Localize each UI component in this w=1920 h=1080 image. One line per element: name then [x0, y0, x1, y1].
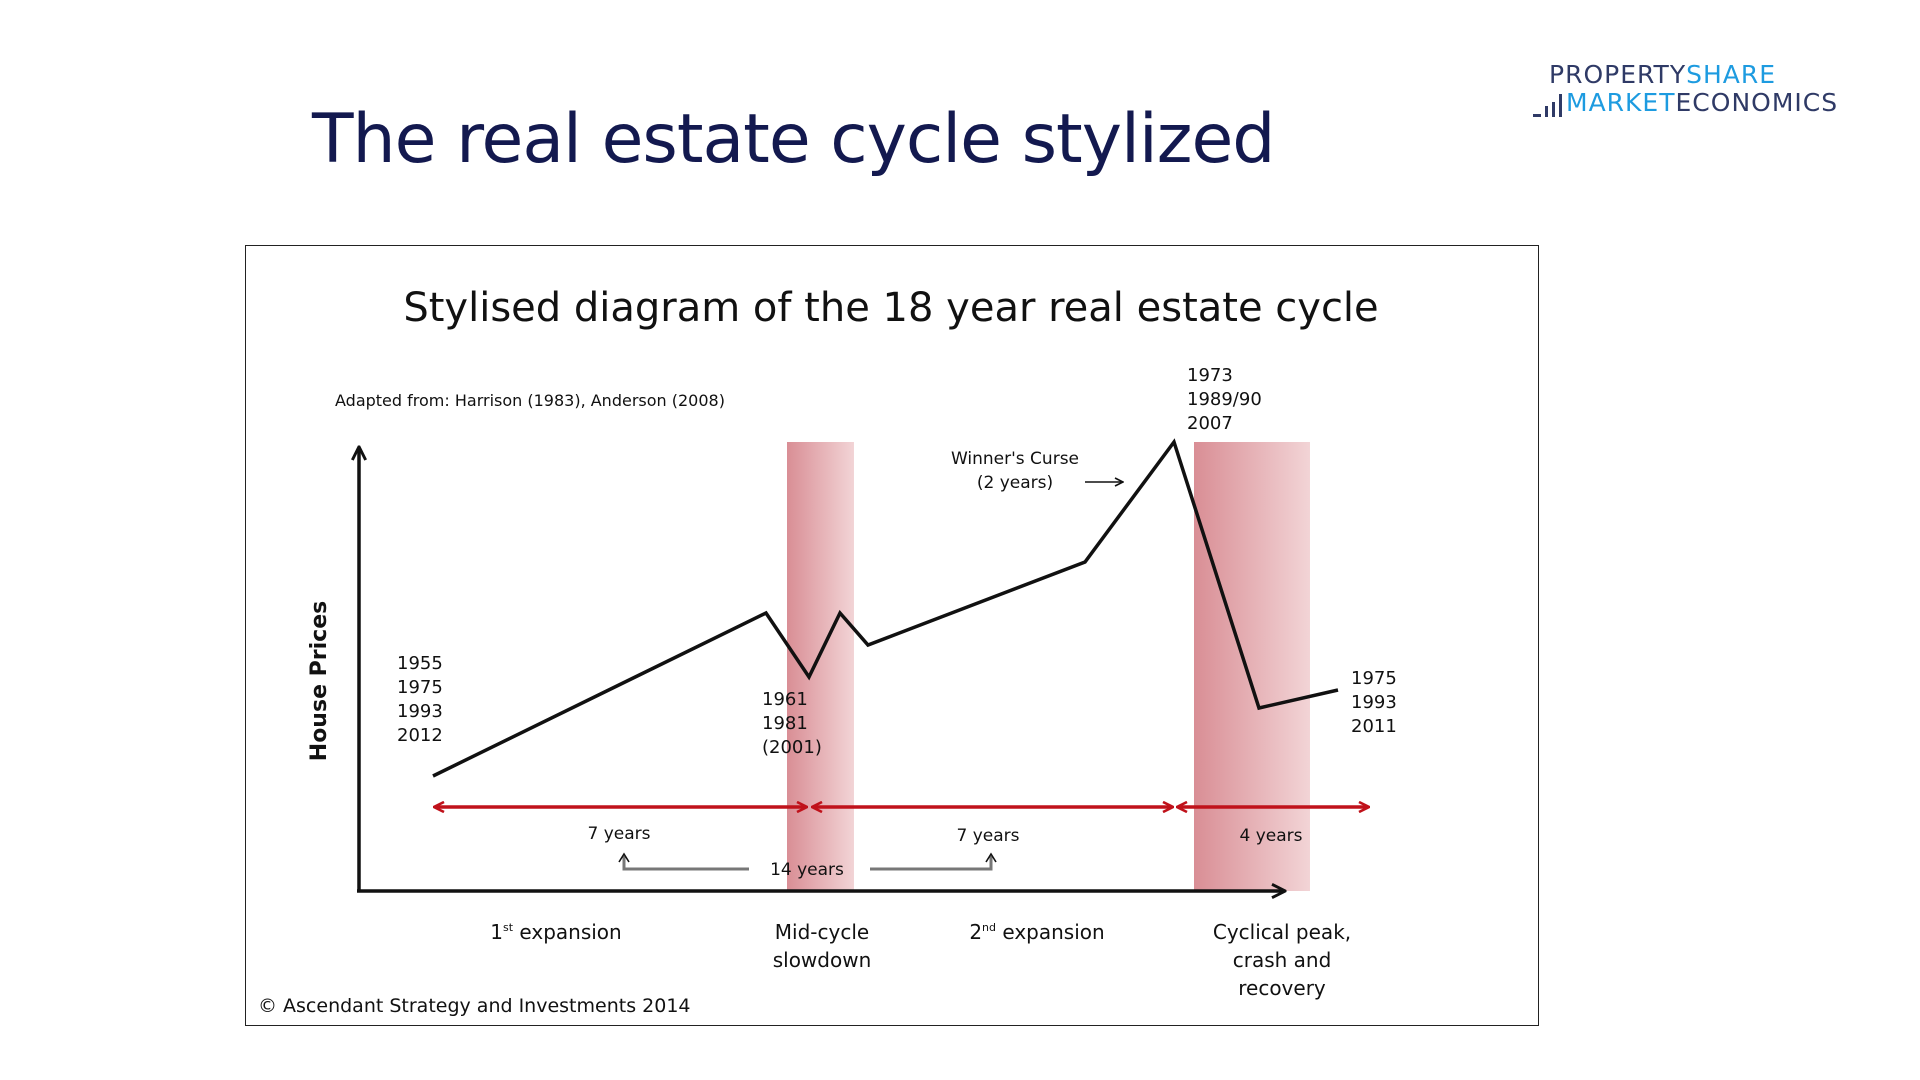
svg-text:crash and: crash and — [1233, 948, 1332, 972]
y-axis-label: House Prices — [307, 601, 332, 761]
svg-text:1955: 1955 — [397, 653, 443, 674]
logo-text-share: SHARE — [1686, 60, 1777, 89]
source-note: Adapted from: Harrison (1983), Anderson … — [335, 391, 725, 410]
logo-text-market: MARKET — [1566, 88, 1676, 117]
svg-text:1975: 1975 — [1351, 668, 1397, 689]
start-years-label: 1955 1975 1993 2012 — [397, 653, 443, 746]
duration-third-label: 4 years — [1239, 826, 1302, 846]
phase-second-expansion: 2nd expansion — [969, 920, 1104, 944]
peak-crash-shading-band — [1194, 442, 1310, 891]
svg-text:Cyclical peak,: Cyclical peak, — [1213, 920, 1351, 944]
duration-first-label: 7 years — [587, 824, 650, 844]
svg-text:1961: 1961 — [762, 689, 808, 710]
logo-text-property: PROPERTY — [1549, 60, 1687, 89]
svg-text:1993: 1993 — [397, 701, 443, 722]
diagram-title: Stylised diagram of the 18 year real est… — [403, 285, 1378, 331]
svg-text:1981: 1981 — [762, 713, 808, 734]
span-bracket-left — [622, 856, 749, 871]
svg-text:1993: 1993 — [1351, 692, 1397, 713]
winners-curse-note: Winner's Curse (2 years) — [951, 449, 1079, 493]
svg-text:2012: 2012 — [397, 725, 443, 746]
slide-title: The real estate cycle stylized — [312, 100, 1275, 179]
phase-midcycle-slowdown: Mid-cycle slowdown — [773, 920, 872, 972]
svg-text:2011: 2011 — [1351, 716, 1397, 737]
copyright-note: © Ascendant Strategy and Investments 201… — [258, 995, 691, 1017]
logo-line-2: MARKETECONOMICS — [1566, 88, 1838, 117]
svg-text:Winner's Curse: Winner's Curse — [951, 449, 1079, 469]
duration-second-label: 7 years — [956, 826, 1019, 846]
svg-text:recovery: recovery — [1238, 976, 1326, 1000]
svg-text:1975: 1975 — [397, 677, 443, 698]
svg-text:2007: 2007 — [1187, 413, 1233, 434]
svg-text:(2 years): (2 years) — [977, 473, 1053, 493]
combined-duration-label: 14 years — [770, 860, 844, 880]
phase-peak-crash-recovery: Cyclical peak, crash and recovery — [1213, 920, 1351, 1000]
svg-text:slowdown: slowdown — [773, 948, 872, 972]
arrow-up-icon — [618, 852, 630, 863]
svg-text:1989/90: 1989/90 — [1187, 389, 1262, 410]
recovery-years-label: 1975 1993 2011 — [1351, 668, 1397, 737]
midcycle-years-label: 1961 1981 (2001) — [762, 689, 822, 758]
svg-text:Mid-cycle: Mid-cycle — [775, 920, 869, 944]
bar-chart-logo-icon — [1533, 94, 1562, 117]
house-price-line — [432, 438, 1339, 778]
diagram-frame: Stylised diagram of the 18 year real est… — [245, 245, 1539, 1026]
span-bracket-right — [870, 856, 993, 871]
logo-text-economics: ECONOMICS — [1675, 88, 1839, 117]
svg-text:(2001): (2001) — [762, 737, 822, 758]
phase-first-expansion: 1st expansion — [490, 920, 621, 944]
logo-line-1: PROPERTYSHARE — [1549, 60, 1776, 89]
svg-text:1973: 1973 — [1187, 365, 1233, 386]
arrow-up-icon — [985, 852, 997, 863]
midcycle-shading-band — [787, 442, 854, 891]
brand-logo: PROPERTYSHARE MARKETECONOMICS — [1533, 58, 1873, 118]
real-estate-cycle-diagram: Stylised diagram of the 18 year real est… — [258, 285, 1397, 1017]
peak-years-label: 1973 1989/90 2007 — [1187, 365, 1262, 434]
